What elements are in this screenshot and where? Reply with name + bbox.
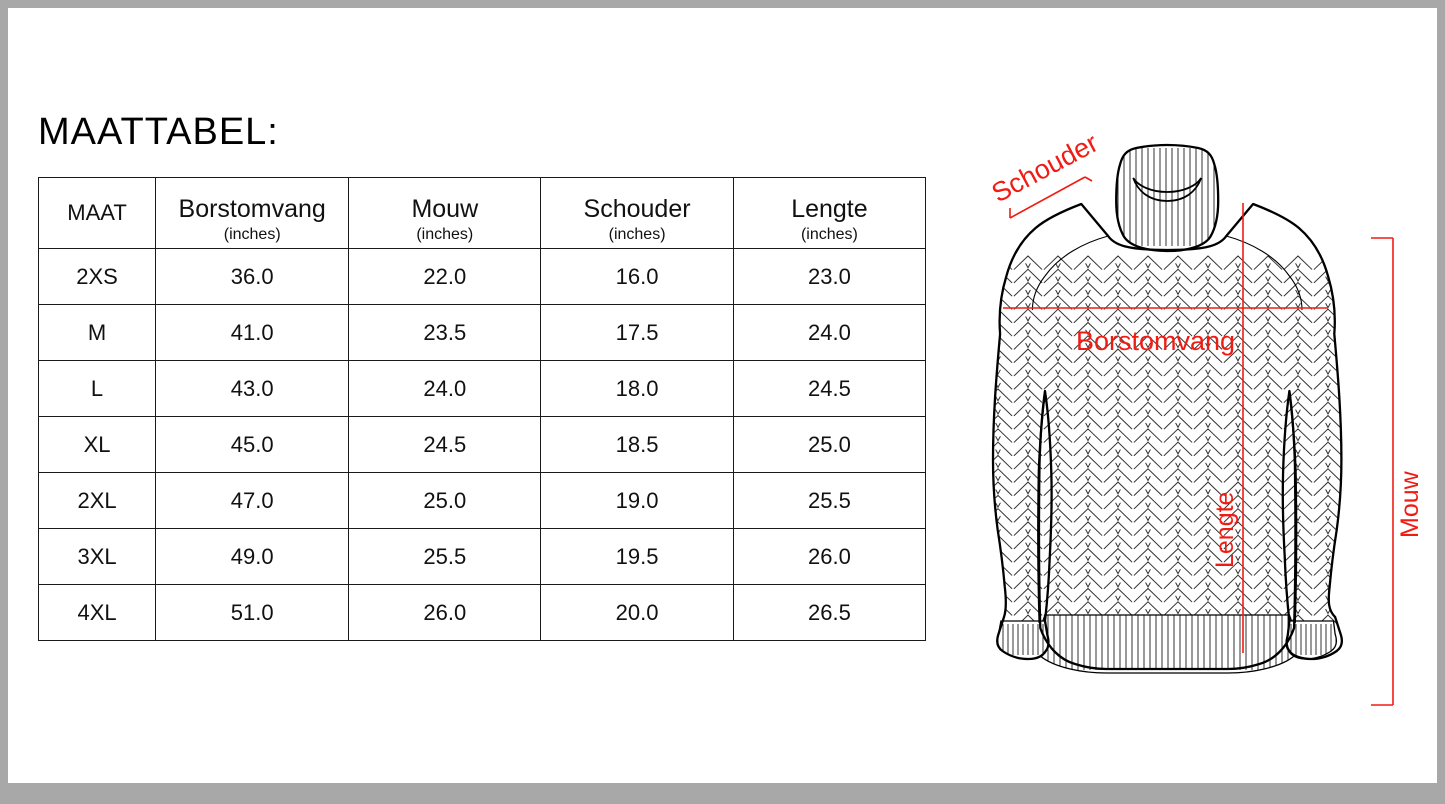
svg-text:Mouw: Mouw [1396, 470, 1424, 538]
svg-text:Lengte: Lengte [1211, 492, 1239, 568]
svg-text:Borstomvang: Borstomvang [1076, 326, 1235, 356]
svg-text:Schouder: Schouder [987, 128, 1103, 209]
